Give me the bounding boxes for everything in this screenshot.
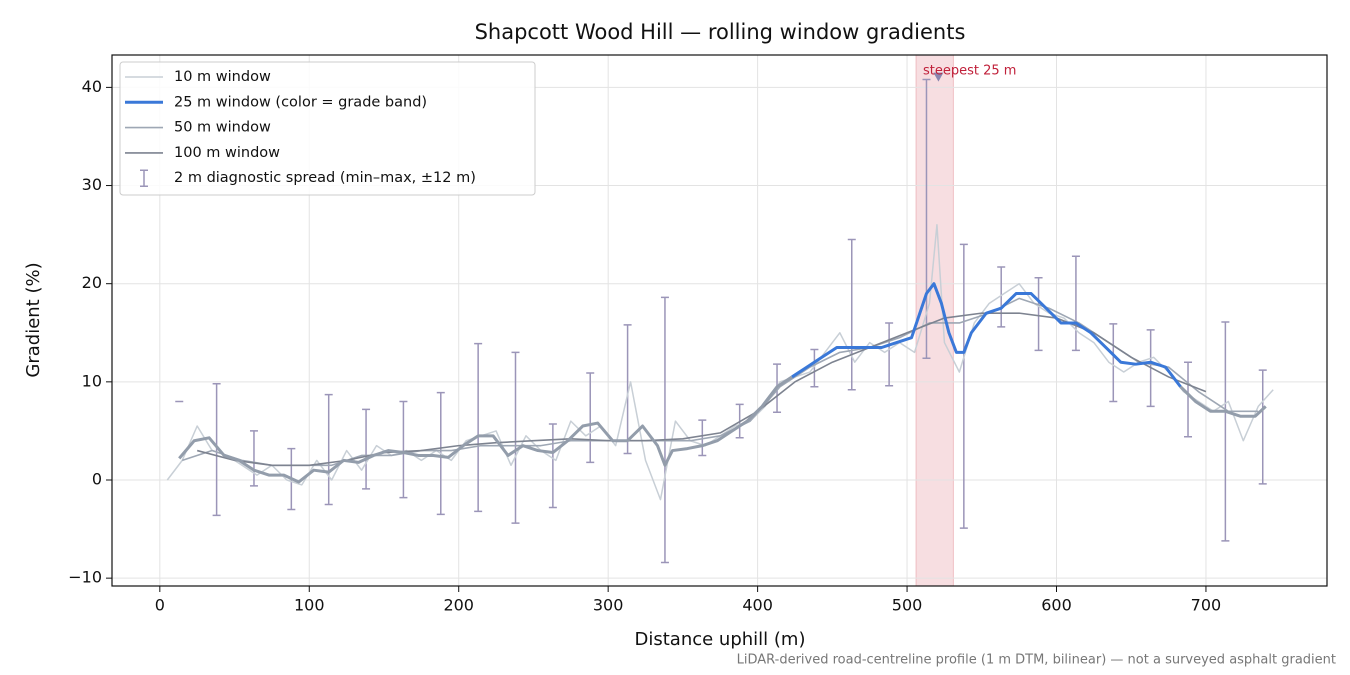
- legend-label: 100 m window: [174, 145, 280, 161]
- error-bar: [810, 348, 819, 388]
- y-tick-label: 0: [92, 469, 102, 488]
- legend-label: 50 m window: [174, 120, 271, 136]
- legend: 10 m window 25 m window (color = grade ba…: [119, 61, 536, 196]
- x-tick-label: 0: [155, 596, 165, 615]
- x-tick-label: 400: [742, 596, 773, 615]
- error-bar: [698, 419, 707, 457]
- line: [166, 224, 1274, 501]
- y-tick-label: 40: [82, 77, 102, 96]
- error-bar: [324, 393, 333, 506]
- highlight-marker: [933, 72, 944, 82]
- error-bar: [474, 342, 483, 513]
- x-tick-label: 500: [892, 596, 923, 615]
- line: [196, 312, 1207, 467]
- error-bar: [1034, 277, 1043, 352]
- annotation: steepest 25 m: [923, 64, 1016, 79]
- error-bar: [249, 430, 258, 487]
- error-bar: [1184, 361, 1193, 438]
- error-bar: [997, 266, 1006, 328]
- error-bar: [1109, 323, 1118, 403]
- legend-label: 2 m diagnostic spread (min–max, ±12 m): [174, 170, 476, 186]
- error-bar: [362, 408, 371, 490]
- chart-title: Shapcott Wood Hill — rolling window grad…: [475, 20, 966, 44]
- error-bar: [660, 296, 669, 564]
- plot-frame: [111, 54, 1328, 587]
- error-bar: [511, 351, 520, 524]
- legend-label: 10 m window: [174, 69, 271, 85]
- y-tick-label: 30: [82, 175, 102, 194]
- line: [791, 282, 1182, 388]
- error-bar: [885, 322, 894, 387]
- error-bar: [623, 324, 632, 455]
- x-tick-label: 200: [443, 596, 474, 615]
- footnote: LiDAR-derived road-centreline profile (1…: [737, 653, 1336, 668]
- error-bar: [1071, 255, 1080, 352]
- error-bar: [212, 383, 221, 517]
- highlight-band: [915, 54, 954, 587]
- line: [1179, 385, 1267, 418]
- line: [181, 297, 1259, 467]
- error-bar: [847, 238, 856, 391]
- line: [178, 375, 793, 484]
- x-tick-label: 600: [1041, 596, 1072, 615]
- x-tick-label: 300: [593, 596, 624, 615]
- error-bar: [548, 423, 557, 509]
- error-bar: [586, 372, 595, 464]
- legend-swatch: [140, 169, 148, 187]
- y-tick-label: 20: [82, 273, 102, 292]
- legend-box: [119, 61, 536, 196]
- y-tick-label: −10: [68, 568, 102, 587]
- legend-label: 25 m window (color = grade band): [174, 94, 427, 110]
- x-tick-label: 700: [1191, 596, 1222, 615]
- x-axis-label: Distance uphill (m): [635, 629, 806, 650]
- y-tick-label: 10: [82, 371, 102, 390]
- error-bar: [399, 400, 408, 499]
- y-axis-label: Gradient (%): [23, 262, 44, 377]
- x-tick-label: 100: [294, 596, 325, 615]
- error-bar: [1258, 369, 1267, 485]
- error-bar: [959, 243, 968, 529]
- error-bar: [1221, 321, 1230, 542]
